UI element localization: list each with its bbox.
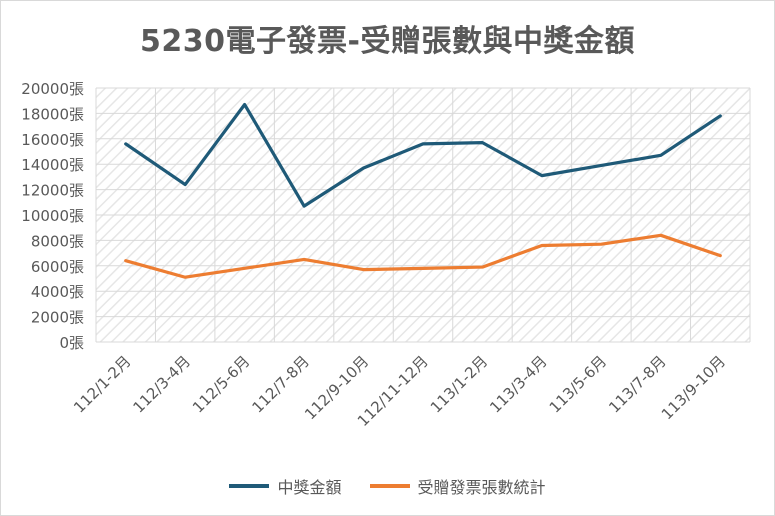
x-tick-label: 112/5-6月 xyxy=(189,352,253,416)
x-tick-label: 112/7-8月 xyxy=(248,352,312,416)
legend-item-donations: 受贈發票張數統計 xyxy=(369,474,546,498)
chart-title: 5230電子發票-受贈張數與中獎金額 xyxy=(140,24,635,59)
y-tick-label: 12000張 xyxy=(21,182,84,200)
y-tick-label: 16000張 xyxy=(21,131,84,149)
x-tick-label: 113/1-2月 xyxy=(427,352,491,416)
y-tick-label: 6000張 xyxy=(31,258,84,276)
y-tick-label: 8000張 xyxy=(31,232,84,250)
x-tick-label: 113/5-6月 xyxy=(546,352,610,416)
y-tick-label: 10000張 xyxy=(21,207,84,225)
x-tick-label: 113/3-4月 xyxy=(486,352,550,416)
y-tick-label: 14000張 xyxy=(21,156,84,174)
y-tick-label: 0張 xyxy=(59,334,84,352)
legend-swatch-prize xyxy=(229,484,270,488)
legend-label-donations: 受贈發票張數統計 xyxy=(417,478,546,497)
x-tick-label: 113/9-10月 xyxy=(658,352,729,423)
legend-item-prize: 中獎金額 xyxy=(229,474,342,498)
y-tick-label: 18000張 xyxy=(21,105,84,123)
legend-label-prize: 中獎金額 xyxy=(277,478,342,497)
x-tick-label: 113/7-8月 xyxy=(605,352,669,416)
y-tick-label: 4000張 xyxy=(31,283,84,301)
y-tick-label: 20000張 xyxy=(21,80,84,98)
x-tick-label: 112/1-2月 xyxy=(70,352,134,416)
x-tick-label: 112/3-4月 xyxy=(130,352,194,416)
y-tick-label: 2000張 xyxy=(31,309,84,327)
legend-swatch-donations xyxy=(369,484,410,488)
chart-legend: 中獎金額 受贈發票張數統計 xyxy=(0,474,775,498)
